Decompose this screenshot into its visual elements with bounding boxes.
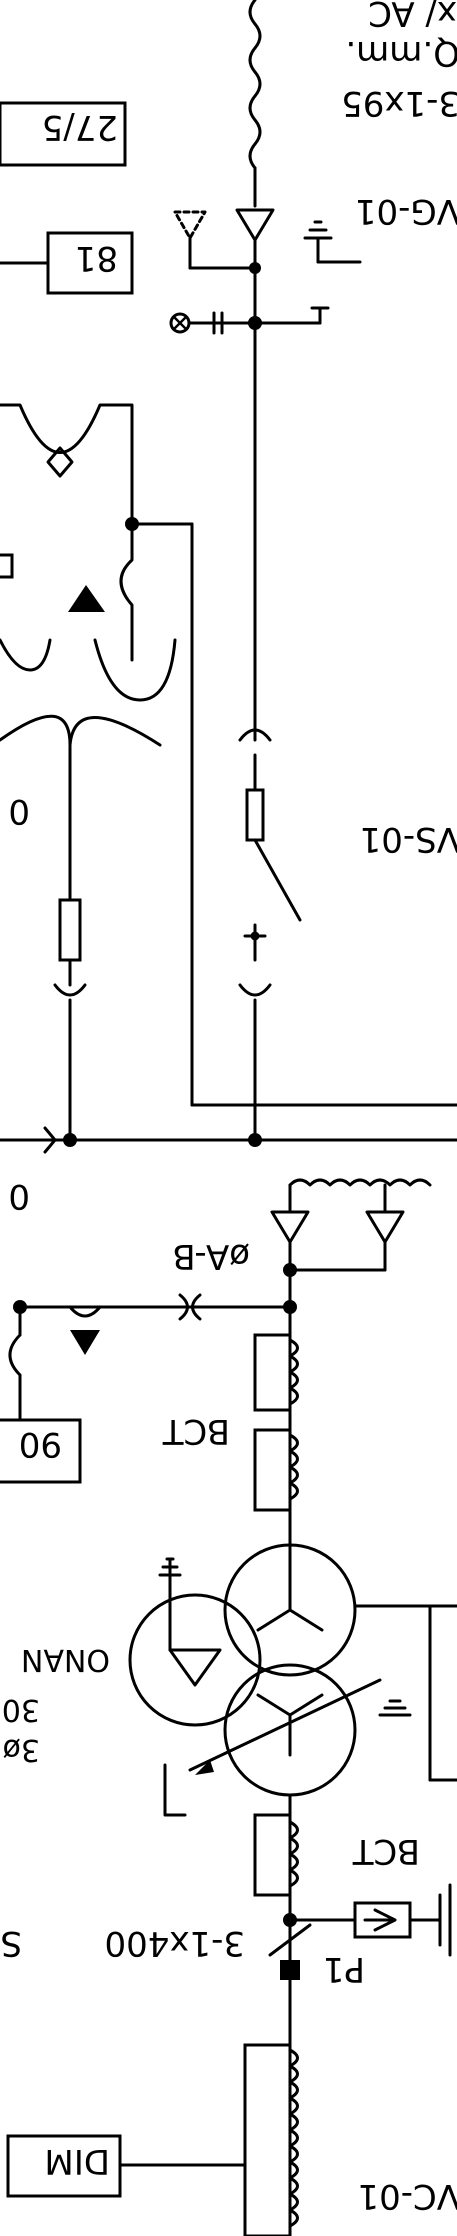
dim-box: DIM xyxy=(6,2134,122,2198)
grounding-switch-top xyxy=(169,306,330,335)
xfmr-line2-label: 30 xyxy=(2,1692,40,1727)
onan-label: ONAN xyxy=(21,1642,110,1677)
xfmr-line3-label: 3ø xyxy=(3,1732,40,1767)
left-circuit-upper xyxy=(0,403,457,1107)
cable-top-partial-label: x/ AC xyxy=(368,0,457,33)
disconnect-switch-mid xyxy=(238,728,302,1147)
top-cable-wave xyxy=(248,0,262,208)
bct-upper-label: BCT xyxy=(163,1411,230,1451)
power-transformer xyxy=(128,1543,457,1817)
label-mid-left: 0 xyxy=(8,791,30,831)
relay-27-59-label: 27/5 xyxy=(42,107,118,147)
label-mid-left-2: 0 xyxy=(8,1176,30,1216)
relay-90-box: 90 xyxy=(0,1418,82,1484)
lower-cable-wave xyxy=(270,1178,432,1277)
vg-top-label: VG-01 xyxy=(355,191,457,231)
relay-81-label: 81 xyxy=(75,238,118,278)
bottom-ct xyxy=(118,2043,299,2236)
phase-ab-connection xyxy=(8,1268,297,1572)
mid-horizontal-bus xyxy=(0,1126,457,1154)
phase-ab-label: øA-B xyxy=(172,1236,250,1276)
ground-symbol-top xyxy=(303,220,362,264)
cable-spec-bottom-label: 3-1x400 xyxy=(104,1923,245,1963)
vc-bottom-label: VC-01 xyxy=(357,2176,457,2216)
cable-bottom-partial-label: S xyxy=(0,1923,22,1963)
cable-spec-top-label: 3-1x95 xyxy=(341,83,457,123)
relay-90-label: 90 xyxy=(19,1424,62,1464)
bct-lower xyxy=(253,1793,299,1927)
relay-81-box: 81 xyxy=(0,231,134,295)
relay-27-59-box: 27/5 xyxy=(0,101,127,167)
dim-label: DIM xyxy=(44,2141,110,2181)
qmm-top-label: Q.mm. xyxy=(345,33,457,73)
surge-arrester-top xyxy=(235,208,275,274)
p1-label: P1 xyxy=(323,1949,365,1989)
vs-mid-label: VS-01 xyxy=(360,819,457,859)
vt-secondary-top xyxy=(173,210,257,270)
fuse-left xyxy=(53,743,87,1147)
ct-arc-upper xyxy=(0,522,177,747)
bct-lower-label: BCT xyxy=(353,1831,420,1871)
bct-upper xyxy=(253,1333,299,1512)
